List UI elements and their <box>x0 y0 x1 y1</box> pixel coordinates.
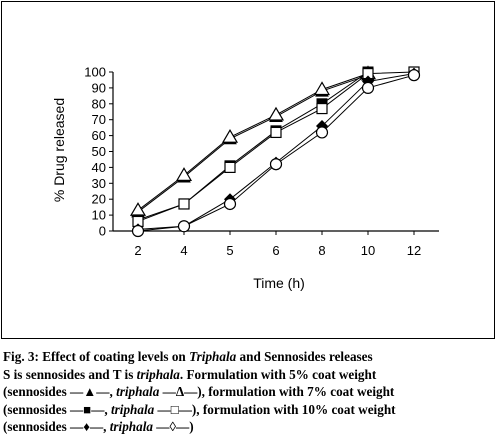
point-open-circle <box>315 126 329 139</box>
point-open-circle <box>177 220 191 233</box>
y-tick-label: 20 <box>92 192 106 207</box>
y-tick-label: 80 <box>92 96 106 111</box>
point-open-triangle <box>313 81 331 96</box>
y-tick-label: 50 <box>92 144 106 159</box>
y-tick-label: 60 <box>92 128 106 143</box>
axes <box>112 72 439 232</box>
x-tick-label: 2 <box>134 243 141 258</box>
x-tick-label: 4 <box>180 243 187 258</box>
point-open-square <box>224 161 236 173</box>
x-tick-label: 10 <box>361 243 375 258</box>
y-tick-label: 40 <box>92 160 106 175</box>
caption-line-4: (sennosides —■—, triphala —□—), formulat… <box>3 401 396 417</box>
point-open-square <box>178 198 190 210</box>
y-tick-label: 70 <box>92 112 106 127</box>
y-tick-label: 0 <box>99 224 106 239</box>
chart-frame: 0 10 20 30 40 50 60 70 80 90 100 2 4 5 6 8 10 12 % Drug … <box>1 1 495 339</box>
x-tick-label: 8 <box>318 243 325 258</box>
figure-caption: Fig. 3: Effect of coating levels on Trip… <box>3 348 497 436</box>
caption-line-5: (sennosides —♦—, triphala —◊—) <box>3 419 194 435</box>
point-open-triangle <box>129 202 147 216</box>
point-open-square <box>270 126 282 139</box>
y-tick-label: 30 <box>92 176 106 191</box>
caption-line-1: Fig. 3: Effect of coating levels on Trip… <box>3 349 373 364</box>
point-open-circle <box>223 197 237 211</box>
series-line-open-triangle <box>137 73 369 211</box>
point-open-circle <box>361 81 375 95</box>
y-axis-label: % Drug released <box>51 98 67 202</box>
point-open-circle <box>407 69 421 82</box>
series-line-filled-triangle <box>137 74 369 213</box>
y-tick-label: 90 <box>92 80 106 95</box>
series-line-filled-square <box>137 71 369 221</box>
x-axis-label: Time (h) <box>253 275 305 291</box>
x-axis-ticks: 2 4 5 6 8 10 12 <box>134 231 421 258</box>
point-open-circle <box>269 158 283 171</box>
series-markers <box>129 65 421 238</box>
caption-line-2: S is sennosides and T is triphala. Formu… <box>3 366 377 382</box>
y-tick-label: 100 <box>84 65 106 80</box>
x-tick-label: 6 <box>272 243 279 258</box>
x-tick-label: 5 <box>226 243 233 258</box>
y-tick-label: 10 <box>92 208 106 223</box>
point-open-triangle <box>221 128 239 143</box>
x-tick-label: 12 <box>407 243 421 258</box>
point-open-circle <box>131 224 145 238</box>
point-open-triangle <box>175 167 193 181</box>
figure-number: Fig. 3 <box>3 349 35 364</box>
caption-line-3: (sennosides —▲—, triphala —Δ—), formulat… <box>3 384 395 400</box>
point-open-triangle <box>267 106 285 121</box>
point-open-square <box>316 102 328 115</box>
